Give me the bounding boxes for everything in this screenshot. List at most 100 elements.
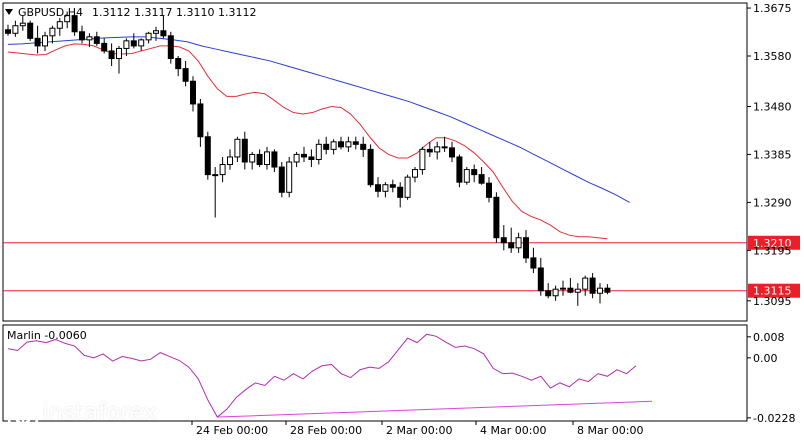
candle <box>441 136 448 152</box>
candle-body <box>404 176 411 198</box>
candle <box>323 136 330 155</box>
candle-body <box>12 25 19 34</box>
price-axis-label: 1.3095 <box>753 295 792 308</box>
moving-averages <box>7 36 630 240</box>
candle-body <box>71 15 78 33</box>
candle <box>219 156 226 183</box>
candle <box>456 154 463 188</box>
oscillator-line <box>7 333 637 418</box>
candle <box>523 230 529 263</box>
price-axis: 1.3675 1.3580 1.3480 1.3385 1.3290 1.3195 1.30… <box>747 2 792 308</box>
price-pane <box>2 2 748 322</box>
candle-body <box>145 32 152 41</box>
candle <box>160 15 167 39</box>
candle <box>574 283 581 306</box>
candle <box>182 61 189 87</box>
ohlc-readout: 1.3112 1.3117 1.3110 1.3112 <box>92 6 256 19</box>
candle <box>597 283 603 304</box>
candle-body <box>227 156 233 166</box>
candle <box>486 177 492 203</box>
candle-body <box>116 47 122 60</box>
candle-body <box>234 138 241 158</box>
time-axis-label: 24 Feb 00:00 <box>196 424 268 437</box>
candle <box>241 131 248 170</box>
candle <box>478 167 485 185</box>
candle-body <box>49 27 56 37</box>
candle-body <box>375 184 381 192</box>
candle-body <box>589 277 596 294</box>
candle-body <box>523 237 529 259</box>
candle <box>560 280 566 296</box>
chart-header: GBPUSD,H4 1.3112 1.3117 1.3110 1.3112 <box>5 6 256 19</box>
candle-body <box>34 37 41 47</box>
candle <box>301 146 307 162</box>
candle-body <box>308 156 315 160</box>
candle-body <box>256 153 263 166</box>
candle <box>375 177 381 198</box>
time-axis-label: 4 Mar 00:00 <box>480 424 546 437</box>
candle-body <box>153 30 159 34</box>
candle-body <box>5 29 11 34</box>
candle <box>212 167 219 218</box>
candle <box>12 20 19 37</box>
candle-body <box>597 287 603 294</box>
candle-body <box>79 31 85 41</box>
candle-body <box>175 58 182 70</box>
candle <box>545 283 552 299</box>
candle <box>308 149 315 168</box>
oscillator-axis-label: 0.008 <box>753 331 785 344</box>
candle-body <box>301 153 307 158</box>
candle-body <box>471 169 478 176</box>
time-axis: 24 Feb 00:00 28 Feb 00:00 2 Mar 00:00 4 Mar… <box>191 421 643 437</box>
candle <box>515 232 522 253</box>
candle <box>123 38 130 56</box>
candle <box>449 141 455 162</box>
candle <box>352 136 359 150</box>
oscillator-axis-label: -0.0228 <box>753 412 795 425</box>
candle <box>493 192 500 243</box>
candle-body <box>86 36 93 41</box>
candle-body <box>27 22 34 39</box>
candle <box>278 162 285 198</box>
candle-body <box>93 36 100 44</box>
symbol-label: GBPUSD,H4 <box>18 6 83 19</box>
watermark-tagline: Instant Forex Trading <box>46 426 152 437</box>
candle <box>471 164 478 183</box>
candle-body <box>382 184 389 192</box>
candle-body <box>138 39 145 47</box>
candle-body <box>330 141 337 150</box>
candle-body <box>515 237 522 249</box>
oscillator-pane-frame <box>2 324 748 422</box>
candle-body <box>389 184 396 188</box>
candle <box>197 98 204 147</box>
candle <box>64 11 71 29</box>
candle-body <box>108 50 115 60</box>
candle <box>508 227 515 253</box>
level-label: 1.3210 <box>753 237 792 250</box>
candle <box>93 31 100 46</box>
candle <box>567 278 574 294</box>
indicator-label: Marlin -0.0060 <box>7 329 87 342</box>
candle <box>79 25 85 44</box>
candle-body <box>449 147 455 158</box>
candle-body <box>64 15 71 23</box>
candle <box>108 43 115 67</box>
candle-body <box>345 141 352 148</box>
candle <box>412 167 418 183</box>
candle <box>330 139 337 155</box>
candle <box>338 136 344 150</box>
candle <box>293 151 300 168</box>
candle-body <box>367 148 374 186</box>
candle-body <box>574 288 581 293</box>
candle <box>537 257 544 296</box>
candle-body <box>537 267 544 292</box>
candle-body <box>19 22 26 27</box>
candle-body <box>286 161 293 193</box>
candle-body <box>545 290 552 297</box>
candle-body <box>42 35 48 47</box>
triangle-down-icon[interactable] <box>5 9 13 15</box>
candle-body <box>160 30 167 37</box>
candle <box>264 146 270 170</box>
candle-body <box>123 40 130 49</box>
